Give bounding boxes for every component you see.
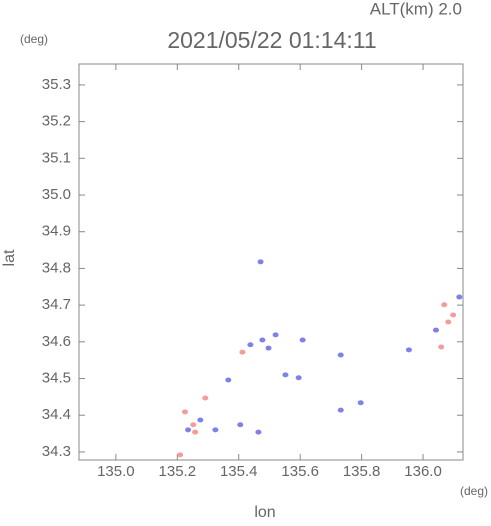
x-tick-label: 135.8 <box>343 463 381 480</box>
x-tick-label: 135.6 <box>281 463 319 480</box>
radar-echo <box>337 407 344 413</box>
y-tick-label: 35.2 <box>42 113 71 130</box>
y-tick-label: 34.6 <box>42 333 71 350</box>
plot-frame <box>78 63 464 461</box>
x-tick-label: 135.4 <box>220 463 258 480</box>
x-axis-label: lon <box>254 504 275 521</box>
radar-echo <box>441 302 448 308</box>
radar-echo <box>202 395 209 401</box>
x-unit: (deg) <box>460 484 488 498</box>
y-tick-label: 35.3 <box>42 76 71 93</box>
radar-echo <box>438 344 445 350</box>
radar-echo <box>212 427 219 433</box>
radar-echo <box>299 337 306 343</box>
x-tick-label: 135.0 <box>97 463 135 480</box>
y-tick-label: 34.7 <box>42 296 71 313</box>
radar-echo <box>295 375 302 381</box>
y-tick-label: 35.1 <box>42 149 71 166</box>
radar-echo <box>265 345 272 351</box>
y-tick-label: 34.5 <box>42 369 71 386</box>
radar-echo <box>357 400 364 406</box>
radar-echo <box>192 429 199 435</box>
radar-echo <box>237 422 244 428</box>
radar-echo <box>181 409 188 415</box>
y-tick-label: 35.0 <box>42 186 71 203</box>
y-tick-label: 34.4 <box>42 406 71 423</box>
y-unit: (deg) <box>20 32 48 46</box>
x-tick-label: 136.0 <box>404 463 442 480</box>
radar-echo <box>450 312 457 318</box>
radar-echo <box>432 327 439 333</box>
y-axis-label: lat <box>1 249 18 266</box>
radar-echo <box>257 259 264 265</box>
y-tick-label: 34.8 <box>42 259 71 276</box>
radar-echo <box>405 347 412 353</box>
radar-echo <box>259 337 266 343</box>
radar-echo <box>456 294 463 300</box>
radar-echo <box>445 319 452 325</box>
radar-echo <box>185 427 192 433</box>
radar-echo <box>282 372 289 378</box>
y-tick-label: 34.9 <box>42 223 71 240</box>
chart-title: 2021/05/22 01:14:11 <box>167 27 376 53</box>
radar-echo <box>225 377 232 383</box>
radar-echo <box>272 332 279 338</box>
radar-echo <box>190 422 197 428</box>
y-tick-label: 34.3 <box>42 443 71 460</box>
radar-echo <box>337 352 344 358</box>
radar-echo <box>247 342 254 348</box>
x-tick-label: 135.2 <box>159 463 197 480</box>
radar-echo <box>197 417 204 423</box>
radar-echo <box>255 429 262 435</box>
altitude-annotation: ALT(km) 2.0 <box>370 0 462 18</box>
radar-echo <box>239 349 246 355</box>
radar-echo <box>177 452 184 458</box>
